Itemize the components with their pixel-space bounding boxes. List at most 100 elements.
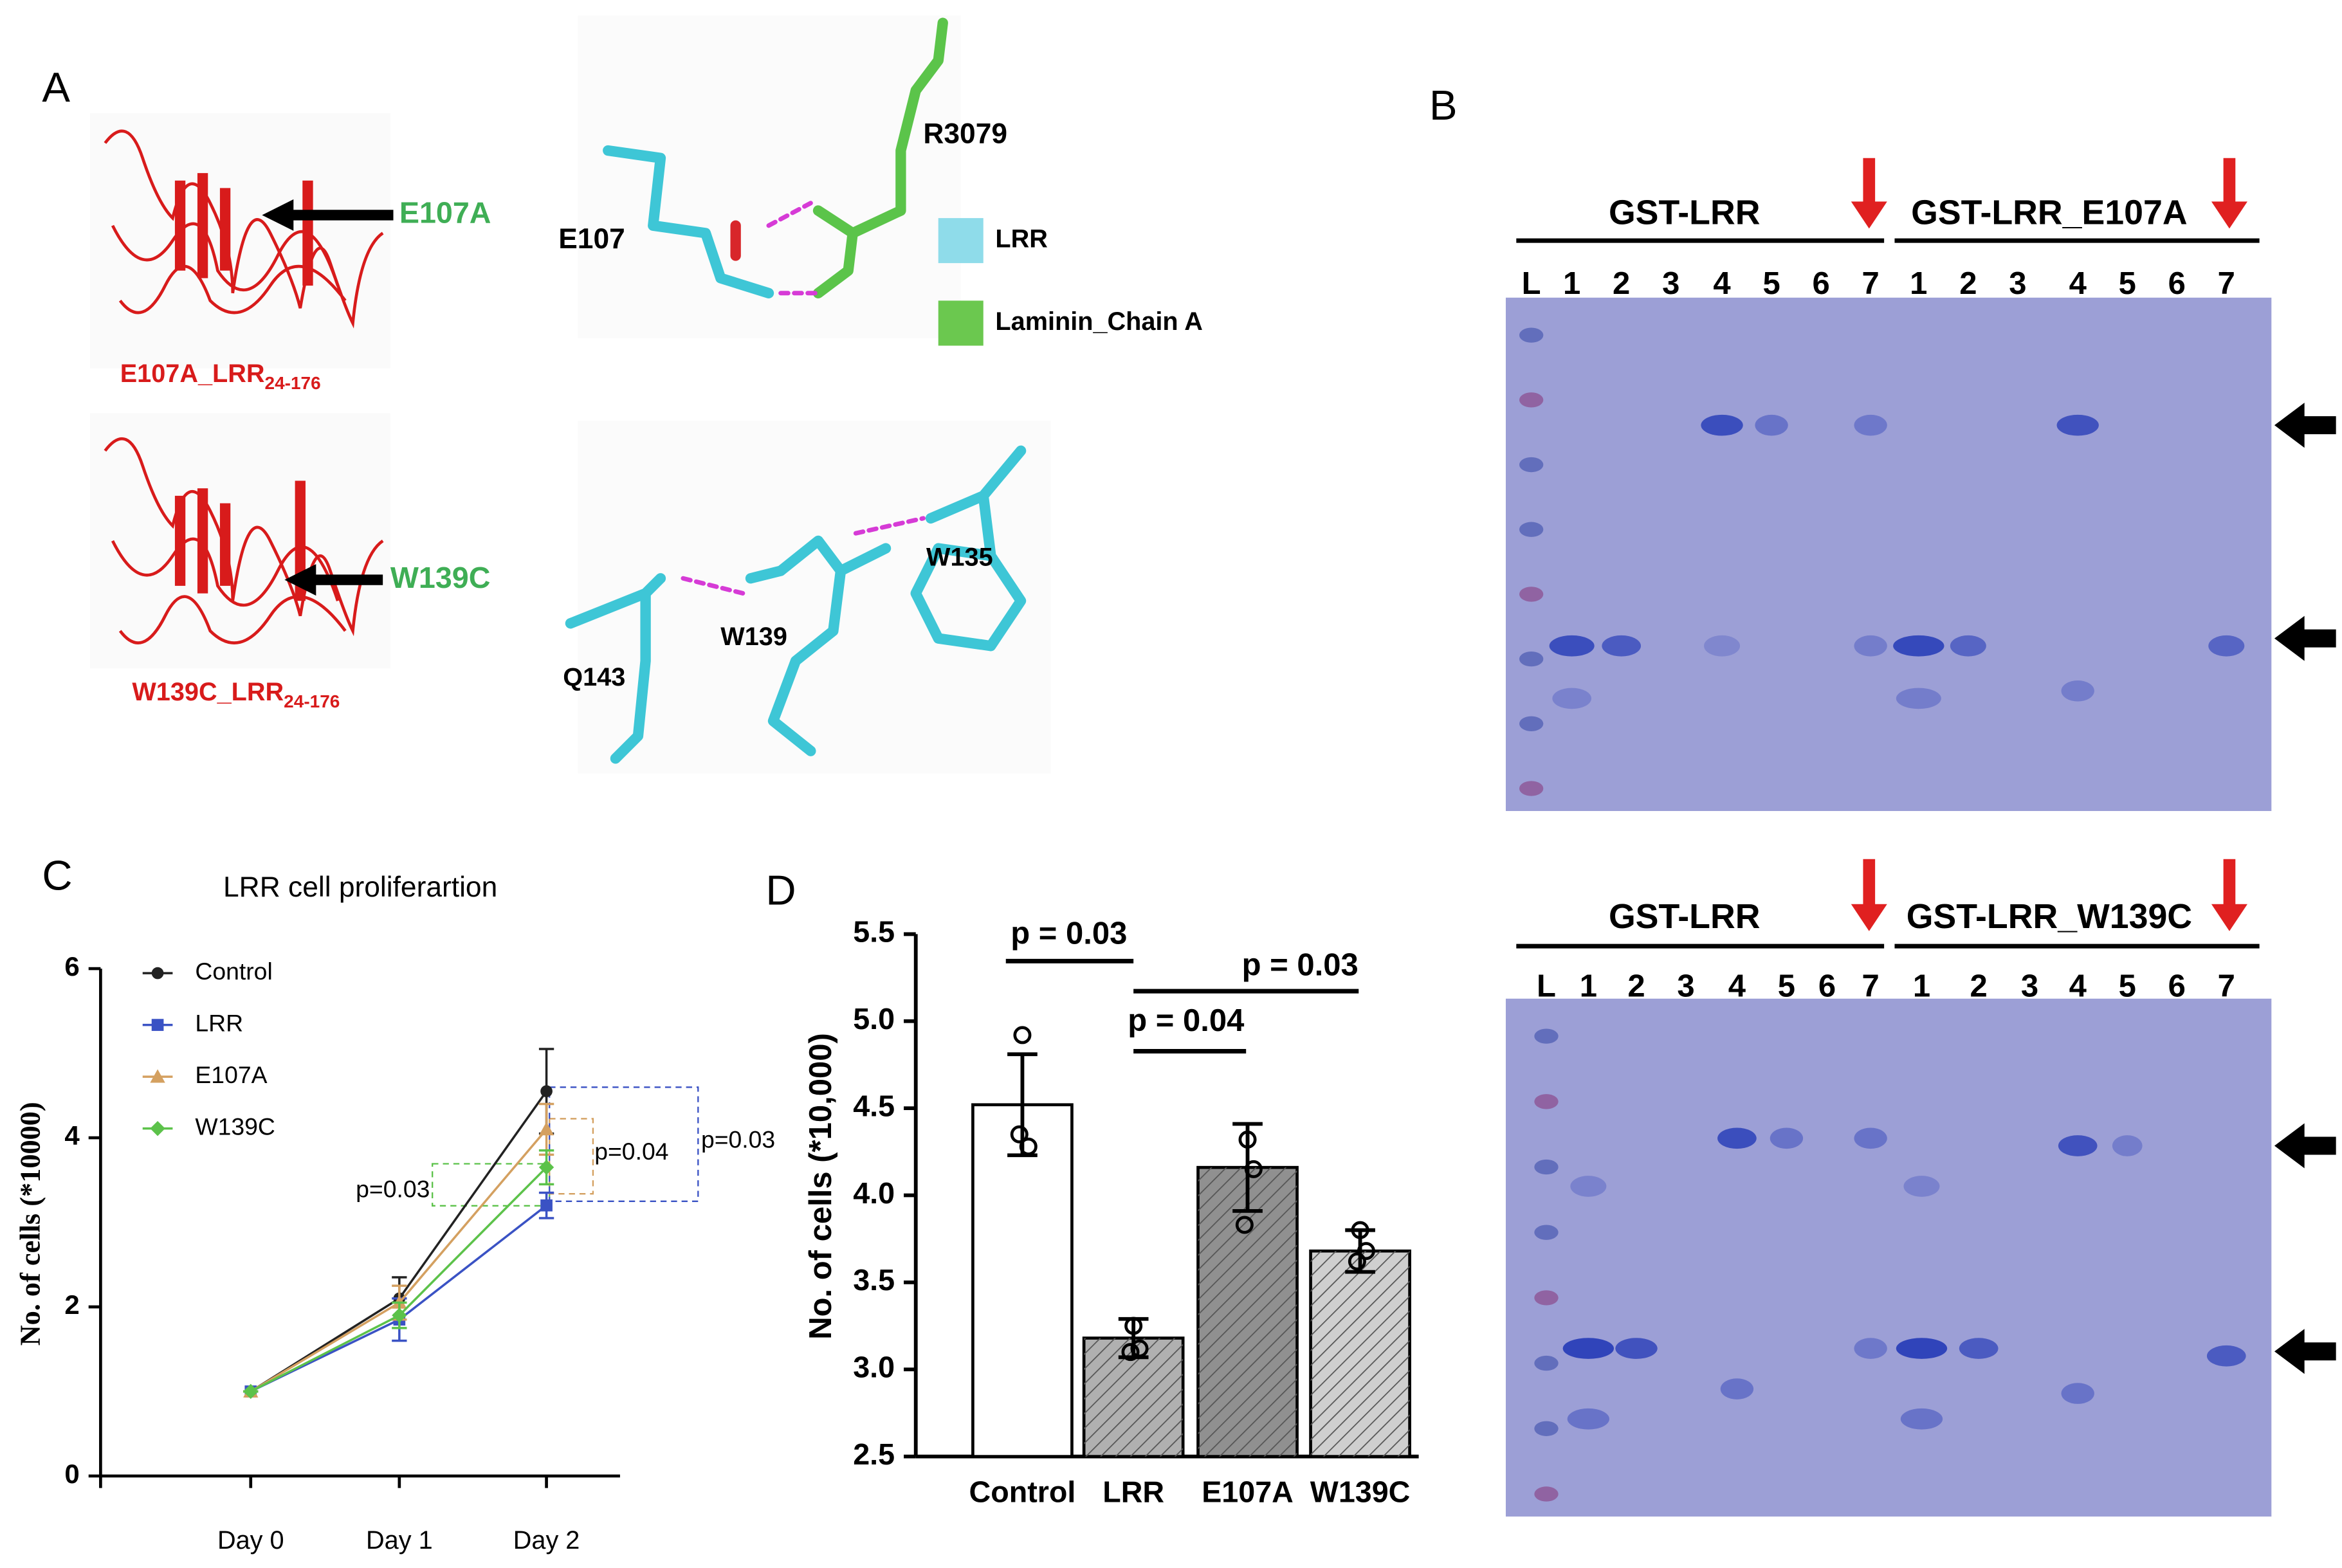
ladder-band <box>1534 1028 1559 1044</box>
y-tick-label: 2 <box>64 1290 79 1320</box>
y-tick-label: 4 <box>64 1120 80 1151</box>
bar <box>971 1103 1074 1458</box>
annotation: p=0.03 <box>701 1126 775 1153</box>
protein-band <box>2056 414 2099 436</box>
series-line <box>250 1090 547 1392</box>
residue-label: Q143 <box>563 663 625 691</box>
protein-band <box>1896 688 1941 709</box>
protein-band <box>1854 414 1887 436</box>
gel-group-label: GST-LRR_W139C <box>1907 897 2192 936</box>
lane-label: 6 <box>2168 969 2186 1003</box>
lane-label: L <box>1522 266 1541 301</box>
y-tick-label: 3.5 <box>853 1263 895 1297</box>
lane-label: 1 <box>1910 266 1927 301</box>
protein-band <box>1570 1176 1607 1197</box>
structure-frame <box>90 113 390 369</box>
data-point <box>1351 1221 1369 1239</box>
lane-label: 7 <box>2218 266 2235 301</box>
residue-label: E107 <box>558 223 625 255</box>
protein-band <box>1854 635 1887 657</box>
residue-label: W139 <box>720 623 787 651</box>
annotation: p=0.03 <box>356 1175 430 1202</box>
ladder-band <box>1519 587 1544 602</box>
data-point <box>1013 1026 1032 1044</box>
error-bar <box>1007 1052 1038 1158</box>
lane-label: 1 <box>1563 266 1580 301</box>
protein-band <box>1900 1408 1943 1430</box>
ladder-band <box>1534 1486 1559 1502</box>
data-point <box>1238 1130 1257 1149</box>
lane-label: 6 <box>1818 969 1836 1003</box>
protein-band <box>1602 635 1642 657</box>
ladder-band <box>1519 651 1544 667</box>
lane-label: 3 <box>1662 266 1679 301</box>
residue-label: W135 <box>926 543 993 571</box>
stick <box>603 145 774 298</box>
gel-group-label: GST-LRR <box>1609 897 1761 936</box>
lane-label: 3 <box>2009 266 2026 301</box>
lane-label: 2 <box>1613 266 1630 301</box>
y-tick-label: 5.5 <box>853 915 895 949</box>
residue-label: R3079 <box>923 118 1007 149</box>
structure-frame <box>578 421 1051 774</box>
data-point <box>1121 1343 1140 1362</box>
legend-label: LRR <box>195 1009 243 1036</box>
mutation-label: E107A <box>399 196 491 230</box>
comparison-box <box>549 1086 699 1203</box>
legend-marker <box>150 1120 165 1136</box>
band-arrow <box>2274 403 2336 448</box>
y-tick-label: 3.0 <box>853 1351 895 1384</box>
protein-band <box>2061 680 2094 702</box>
data-point <box>1235 1216 1254 1234</box>
lane-label: 7 <box>1862 969 1879 1003</box>
protein-band <box>1717 1127 1757 1149</box>
ladder-band <box>1534 1159 1559 1175</box>
gel-group-label: GST-LRR <box>1609 194 1761 232</box>
ladder-band <box>1519 716 1544 731</box>
stick <box>565 573 666 764</box>
red-arrow-head <box>2211 904 2247 931</box>
legend-label: W139C <box>195 1113 275 1140</box>
ladder-band <box>1519 522 1544 537</box>
lane-label: 2 <box>1959 266 1977 301</box>
red-arrow-head <box>2211 201 2247 229</box>
lane-label: 1 <box>1913 969 1930 1003</box>
legend-marker <box>151 1019 164 1031</box>
subscript: 24-176 <box>265 374 321 394</box>
y-tick-label: 6 <box>64 951 79 981</box>
y-tick-label: 4.5 <box>853 1089 895 1122</box>
red-arrow-head <box>1851 904 1887 931</box>
band-arrow <box>2274 1329 2336 1374</box>
lane-label: 7 <box>2218 969 2235 1003</box>
ladder-band <box>1534 1225 1559 1240</box>
y-axis-label: No. of cells (*10000) <box>14 1102 46 1345</box>
y-tick-label: 4.0 <box>853 1176 895 1210</box>
protein-band <box>1896 1338 1948 1359</box>
lane-label: 7 <box>1862 266 1879 301</box>
protein-band <box>1854 1338 1887 1359</box>
mutation-label: W139C <box>390 561 491 594</box>
x-tick-label: Control <box>969 1475 1076 1508</box>
legend-marker <box>151 967 164 980</box>
annotation: p = 0.03 <box>1011 916 1127 951</box>
series-line <box>250 1128 547 1392</box>
lane-label: 4 <box>1713 266 1730 301</box>
point <box>392 1308 407 1323</box>
legend-label: Laminin_Chain A <box>995 307 1202 336</box>
protein-band <box>1549 635 1595 657</box>
name: E107A_LRR <box>120 360 265 388</box>
x-tick-label: Day 2 <box>513 1526 580 1554</box>
protein-band <box>1552 688 1592 709</box>
gel-group-label: GST-LRR_E107A <box>1911 194 2188 232</box>
hbond <box>681 516 926 596</box>
protein-band <box>1959 1338 1999 1359</box>
structure-name: E107A_LRR24-176 <box>120 360 321 394</box>
strand <box>174 173 313 286</box>
protein-band <box>1615 1338 1658 1359</box>
lane-label: 3 <box>2021 969 2038 1003</box>
bar-hatch <box>1310 1251 1410 1457</box>
lane-label: 5 <box>2119 969 2136 1003</box>
bar-hatch <box>1198 1167 1297 1457</box>
